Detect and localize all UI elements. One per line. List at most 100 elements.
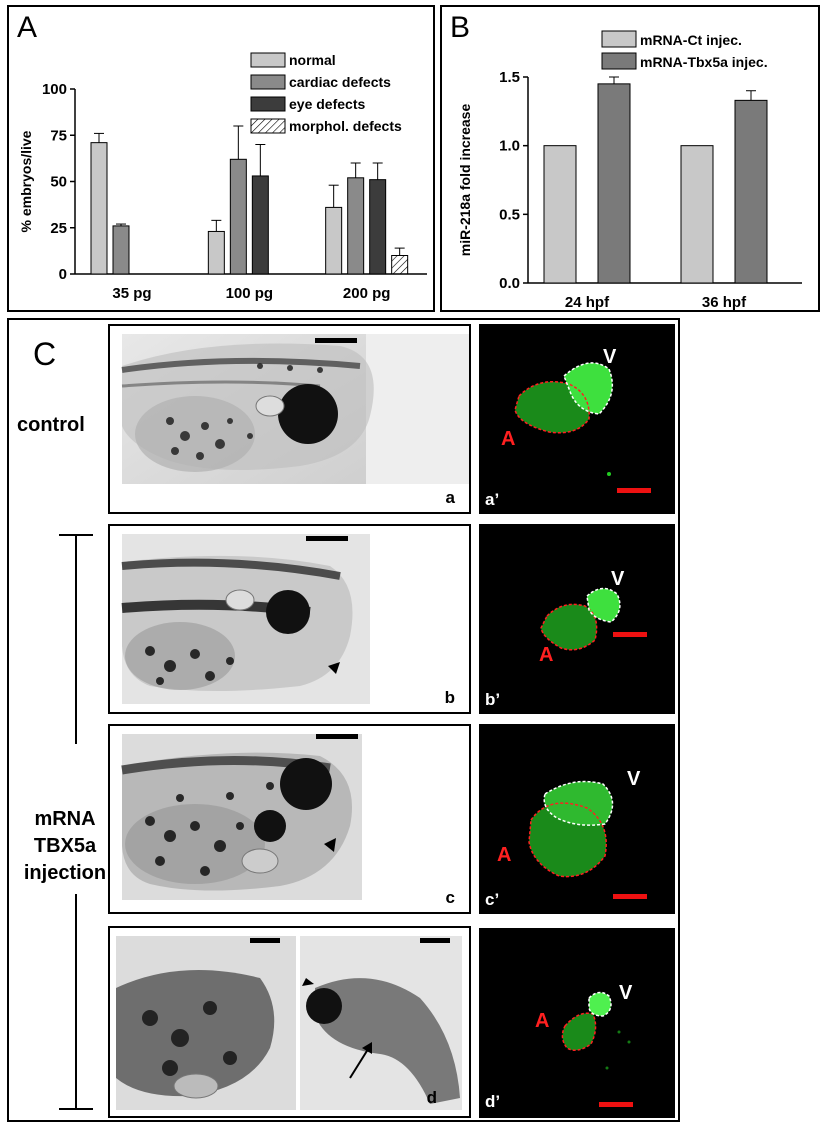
arrow-line-d [349, 1045, 371, 1079]
arrowhead-d [302, 978, 314, 986]
injection-bracket-bottom [59, 1108, 93, 1110]
label-injection: mRNA TBX5a injection [15, 806, 115, 887]
scale-bar-d-prime [599, 1102, 633, 1107]
scale-bar-a-prime [617, 488, 651, 493]
photo-c: c [108, 724, 471, 914]
injection-bracket [75, 534, 77, 744]
panel-letter-b: B [450, 11, 471, 44]
scale-bar-d-left [250, 938, 280, 943]
photo-label-a: a [445, 488, 455, 507]
photo-label-b: b [444, 688, 455, 707]
photo-b: b [108, 524, 471, 714]
scale-bar-c [316, 734, 358, 739]
fluo-d: V A d’ [479, 928, 675, 1118]
photo-d: d [108, 926, 471, 1118]
fluo-label-b: b’ [485, 690, 501, 709]
ventricle-label-b: V [611, 568, 625, 590]
legend-swatch [250, 96, 286, 112]
legend-swatch [250, 52, 286, 68]
bar [229, 158, 247, 275]
embryo-image-b [121, 534, 370, 704]
y-tick-label: 100 [42, 81, 67, 98]
legend-swatch [250, 118, 286, 134]
y-tick-label: 75 [50, 127, 67, 144]
panel-letter-c: C [33, 336, 57, 372]
bar [597, 83, 631, 284]
heart-image-d [561, 991, 633, 1107]
legend-label: cardiac defects [289, 74, 391, 90]
fluo-label-d: d’ [485, 1092, 501, 1111]
y-tick-label: 0 [59, 266, 67, 283]
bar [347, 177, 365, 275]
x-tick-label: 100 pg [226, 285, 274, 302]
fluo-c: V A c’ [479, 724, 675, 914]
arrow-head-d [362, 1042, 372, 1054]
chart-b: 0.0 0.5 1.0 1.5 miR-218a fold increase 24 hpf… [457, 30, 802, 310]
fluo-b: V A b’ [479, 524, 675, 714]
injection-bracket-lower [75, 894, 77, 1108]
x-tick-label: 35 pg [112, 285, 151, 302]
scale-bar-b [306, 536, 348, 541]
heart-image-b [540, 587, 647, 651]
legend-label: eye defects [289, 96, 365, 112]
ventricle-label-d: V [619, 982, 633, 1004]
y-tick-label: 1.0 [499, 138, 520, 155]
x-tick-label: 24 hpf [565, 294, 610, 310]
atrium-label-c: A [497, 844, 512, 866]
arrowhead-c [324, 838, 336, 852]
bar [251, 175, 269, 275]
legend-label: mRNA-Tbx5a injec. [640, 54, 768, 70]
heart-image-c [528, 780, 647, 899]
atrium-label-d: A [535, 1010, 550, 1032]
bar [325, 206, 343, 275]
y-axis-label: miR-218a fold increase [457, 104, 473, 257]
panel-a: A 0 25 50 75 100 % embryos/live 35 pg 100 pg 200… [7, 5, 435, 312]
x-tick-label: 36 hpf [702, 294, 747, 310]
y-tick-label: 0.0 [499, 275, 520, 292]
legend-label: morphol. defects [289, 118, 402, 134]
bar [207, 230, 225, 275]
chart-a: 0 25 50 75 100 % embryos/live 35 pg 100 pg 200 p… [18, 52, 427, 302]
atrium-label-b: A [539, 644, 554, 666]
panel-b: B 0.0 0.5 1.0 1.5 miR-218a fold increase 24 h… [440, 5, 820, 312]
scale-bar-c-prime [613, 894, 647, 899]
arrowhead-b [328, 662, 340, 674]
y-tick-label: 50 [50, 174, 67, 191]
y-tick-label: 1.5 [499, 69, 520, 86]
photo-label-c: c [445, 888, 455, 907]
bar [112, 225, 130, 275]
scale-bar-a [315, 338, 357, 343]
bar [543, 145, 577, 284]
bar [734, 99, 768, 284]
label-injection-line-2: TBX5a [33, 835, 97, 857]
label-injection-line-3: injection [23, 862, 107, 884]
panel-c: C control mRNA TBX5a injection [7, 318, 680, 1122]
legend-label: mRNA-Ct injec. [640, 32, 742, 48]
y-tick-label: 25 [50, 220, 67, 237]
label-injection-line-1: mRNA [34, 808, 96, 830]
legend-swatch [250, 74, 286, 90]
legend-label: normal [289, 52, 336, 68]
bar [680, 145, 714, 284]
legend-swatch [601, 30, 637, 48]
heart-image-a [514, 362, 651, 493]
fluo-label-c: c’ [485, 890, 500, 909]
photo-a: a [108, 324, 471, 514]
x-tick-label: 200 pg [343, 285, 391, 302]
ventricle-label-a: V [603, 346, 617, 368]
embryo-image-a [121, 334, 469, 484]
y-tick-label: 0.5 [499, 206, 520, 223]
legend-swatch [601, 52, 637, 70]
bar [90, 142, 108, 275]
bar [369, 179, 387, 275]
injection-bracket-top [59, 534, 93, 536]
embryo-image-c [121, 734, 362, 900]
bar [391, 255, 409, 275]
atrium-label-a: A [501, 428, 516, 450]
fluo-a: V A a’ [479, 324, 675, 514]
y-axis-label: % embryos/live [18, 130, 34, 232]
embryo-image-d [116, 936, 462, 1110]
scale-bar-b-prime [613, 632, 647, 637]
photo-label-d: d [426, 1088, 437, 1107]
scale-bar-d-right [420, 938, 450, 943]
